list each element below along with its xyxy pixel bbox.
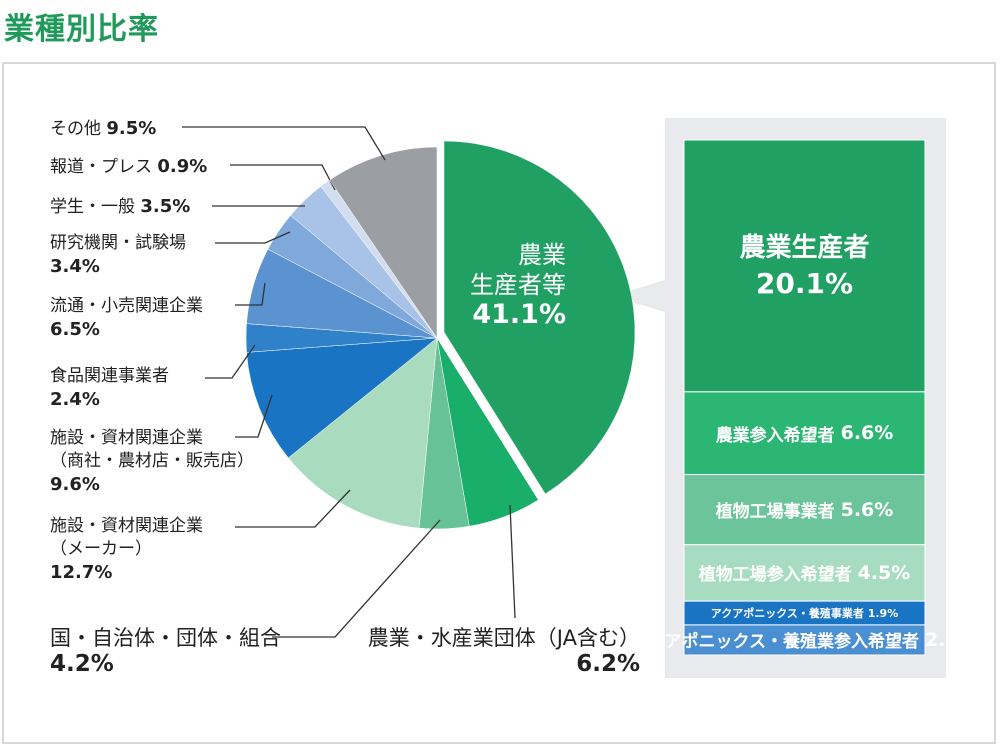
category-label: その他 <box>50 119 101 139</box>
slice-label: 流通・小売関連企業 6.5% <box>50 295 203 342</box>
leader-line <box>272 519 441 638</box>
leader-line <box>230 164 336 191</box>
slice-label: 施設・資材関連企業 （商社・農材店・販売店） 9.6% <box>50 427 254 497</box>
segment-label: アクアポニックス・養殖業参入希望者 2.4% <box>631 625 977 655</box>
slice-label: 施設・資材関連企業 （メーカー） 12.7% <box>50 515 203 585</box>
value-label: 6.6% <box>840 422 894 445</box>
segment-label: 農業生産者 20.1% <box>684 140 925 392</box>
segment-label: 植物工場参入希望者 4.5% <box>684 545 925 601</box>
slice-label: 食品関連事業者 2.4% <box>50 365 169 412</box>
category-label: 植物工場参入希望者 <box>698 565 852 586</box>
category-label: 農業・水産業団体（JA含む） <box>367 626 640 650</box>
leader-line <box>509 504 516 619</box>
category-label: 農業生産者 <box>739 232 870 263</box>
category-label: 研究機関・試験場 <box>50 233 186 253</box>
value-label: 6.2% <box>576 651 640 677</box>
slice-label: 農業・水産業団体（JA含む） 6.2% <box>368 625 640 677</box>
value-label: 9.6% <box>50 474 100 495</box>
slice-label: 国・自治体・団体・組合 4.2% <box>50 625 281 677</box>
slice-label: 農業 生産者等 41.1% <box>470 240 566 330</box>
category-label: アクアポニックス・養殖業参入希望者 <box>631 632 920 653</box>
leader-line <box>235 489 351 528</box>
slice-label: 研究機関・試験場 3.4% <box>50 232 186 279</box>
frame <box>2 62 996 744</box>
segment-label: アクアポニックス・養殖事業者 1.9% <box>684 601 925 625</box>
slice-label: その他 9.5% <box>50 117 156 141</box>
category-label: 施設・資材関連企業 （メーカー） <box>50 516 203 559</box>
value-label: 4.2% <box>50 651 114 677</box>
value-label: 1.9% <box>867 606 899 620</box>
category-label: アクアポニックス・養殖事業者 <box>710 607 864 620</box>
value-label: 12.7% <box>50 562 113 583</box>
value-label: 2.4% <box>924 628 978 651</box>
callout <box>612 280 665 312</box>
category-label: 流通・小売関連企業 <box>50 296 203 316</box>
leader-line <box>235 282 266 306</box>
segment-label: 植物工場事業者 5.6% <box>684 475 925 545</box>
value-label: 2.4% <box>50 389 100 410</box>
value-label: 20.1% <box>755 266 854 300</box>
category-label: 農業参入希望者 <box>715 425 835 446</box>
category-label: 食品関連事業者 <box>50 366 169 386</box>
leader-line <box>205 344 256 379</box>
value-label: 0.9% <box>157 156 208 177</box>
leader-line <box>215 231 291 244</box>
category-label: 農業 生産者等 <box>470 241 566 299</box>
bar-segment <box>683 391 926 476</box>
bar-segment <box>683 544 926 602</box>
category-label: 植物工場事業者 <box>715 502 835 523</box>
slice-label: 学生・一般 3.5% <box>50 195 190 219</box>
bar-segment <box>683 624 926 656</box>
slice-label: 報道・プレス 0.9% <box>50 155 207 179</box>
category-label: 学生・一般 <box>50 197 135 217</box>
value-label: 41.1% <box>472 299 566 330</box>
category-label: 施設・資材関連企業 （商社・農材店・販売店） <box>50 428 254 471</box>
value-label: 9.5% <box>106 118 157 139</box>
value-label: 3.5% <box>140 196 191 217</box>
chart-title: 業種別比率 <box>4 12 159 47</box>
category-label: 報道・プレス <box>50 157 152 177</box>
pie-slice <box>246 337 438 459</box>
value-label: 4.5% <box>857 561 911 584</box>
value-label: 3.4% <box>50 256 100 277</box>
category-label: 国・自治体・団体・組合 <box>50 626 281 650</box>
pie-slice <box>287 337 438 529</box>
leader-line <box>235 394 273 438</box>
bar-segment <box>683 474 926 546</box>
pie-slice <box>443 140 636 495</box>
segment-label: 農業参入希望者 6.6% <box>684 392 925 475</box>
value-label: 5.6% <box>840 498 894 521</box>
pie-slice <box>329 146 438 339</box>
leader-line <box>182 126 386 161</box>
value-label: 6.5% <box>50 319 100 340</box>
